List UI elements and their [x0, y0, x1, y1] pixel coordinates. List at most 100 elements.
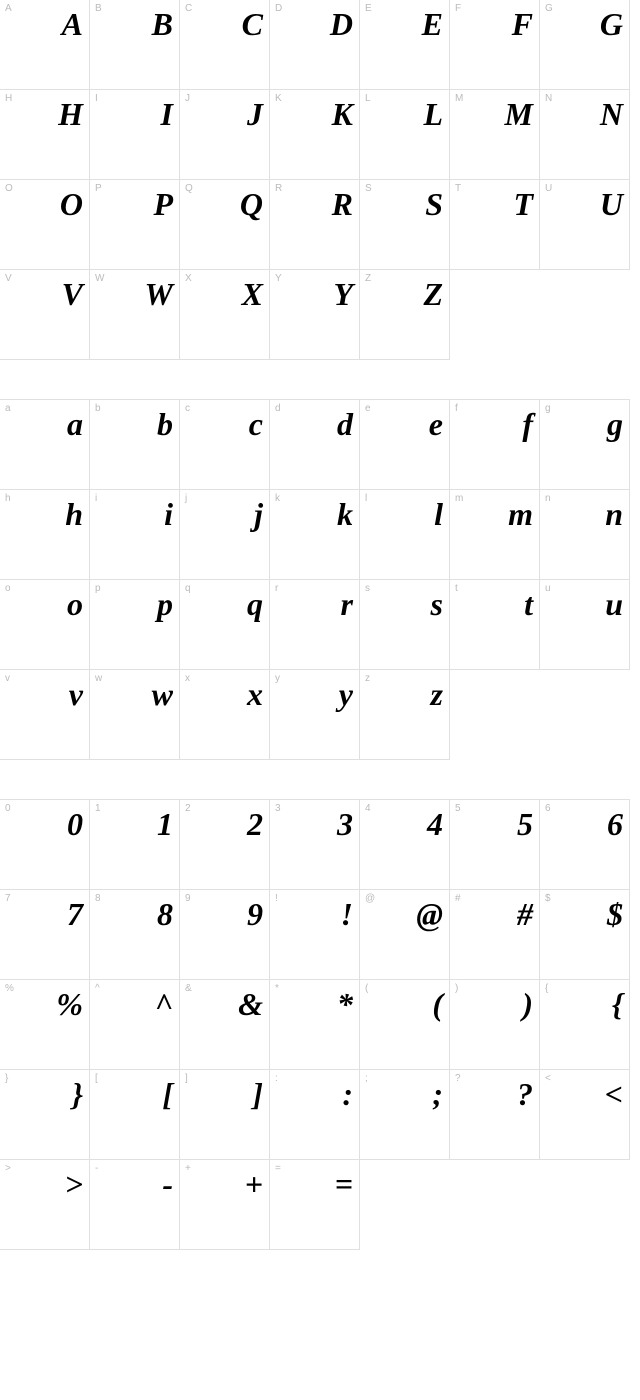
cell-glyph: 7 [0, 898, 83, 930]
glyph-cell: }} [0, 1069, 90, 1160]
glyph-cell: oo [0, 579, 90, 670]
cell-glyph: 1 [90, 808, 173, 840]
cell-glyph: p [90, 588, 173, 620]
cell-glyph: R [270, 188, 353, 220]
cell-glyph: O [0, 188, 83, 220]
cell-glyph: l [360, 498, 443, 530]
glyph-cell: EE [359, 0, 450, 90]
glyph-cell: vv [0, 669, 90, 760]
cell-glyph: m [450, 498, 533, 530]
glyph-cell: 66 [539, 799, 630, 890]
glyph-cell: PP [89, 179, 180, 270]
glyph-cell: QQ [179, 179, 270, 270]
empty-cell [539, 269, 630, 360]
cell-glyph: Y [270, 278, 353, 310]
cell-glyph: * [270, 988, 353, 1020]
cell-glyph: ? [450, 1078, 533, 1110]
cell-glyph: : [270, 1078, 353, 1110]
cell-glyph: b [90, 408, 173, 440]
glyph-cell: zz [359, 669, 450, 760]
glyph-cell: ;; [359, 1069, 450, 1160]
cell-glyph: Q [180, 188, 263, 220]
cell-glyph: s [360, 588, 443, 620]
cell-glyph: ] [180, 1078, 263, 1110]
cell-glyph: x [180, 678, 263, 710]
glyph-cell: mm [449, 489, 540, 580]
cell-glyph: a [0, 408, 83, 440]
cell-glyph: + [180, 1168, 263, 1200]
glyph-cell: 33 [269, 799, 360, 890]
glyph-cell: LL [359, 89, 450, 180]
glyph-grid: 00112233445566778899!!@@##$$%%^^&&**(())… [0, 800, 640, 1250]
cell-glyph: Z [360, 278, 443, 310]
glyph-cell: ++ [179, 1159, 270, 1250]
glyph-cell: $$ [539, 889, 630, 980]
glyph-cell: ff [449, 399, 540, 490]
cell-glyph: f [450, 408, 533, 440]
glyph-cell: << [539, 1069, 630, 1160]
cell-glyph: ) [450, 988, 533, 1020]
glyph-cell: MM [449, 89, 540, 180]
empty-cell [539, 1159, 630, 1250]
cell-glyph: S [360, 188, 443, 220]
cell-glyph: e [360, 408, 443, 440]
glyph-cell: 00 [0, 799, 90, 890]
cell-glyph: h [0, 498, 83, 530]
cell-glyph: 4 [360, 808, 443, 840]
glyph-cell: pp [89, 579, 180, 670]
cell-glyph: 0 [0, 808, 83, 840]
glyph-cell: CC [179, 0, 270, 90]
glyph-cell: hh [0, 489, 90, 580]
glyph-cell: ** [269, 979, 360, 1070]
glyph-cell: II [89, 89, 180, 180]
glyph-cell: !! [269, 889, 360, 980]
glyph-cell: OO [0, 179, 90, 270]
cell-glyph: $ [540, 898, 623, 930]
glyph-cell: 11 [89, 799, 180, 890]
cell-glyph: [ [90, 1078, 173, 1110]
glyph-grid: aabbccddeeffgghhiijjkkllmmnnooppqqrrsstt… [0, 400, 640, 760]
cell-glyph: u [540, 588, 623, 620]
glyph-cell: ?? [449, 1069, 540, 1160]
glyph-cell: == [269, 1159, 360, 1250]
glyph-cell: gg [539, 399, 630, 490]
glyph-cell: yy [269, 669, 360, 760]
cell-glyph: ( [360, 988, 443, 1020]
cell-glyph: t [450, 588, 533, 620]
glyph-cell: ww [89, 669, 180, 760]
cell-glyph: n [540, 498, 623, 530]
glyph-cell: jj [179, 489, 270, 580]
cell-glyph: { [540, 988, 623, 1020]
cell-glyph: i [90, 498, 173, 530]
cell-glyph: ! [270, 898, 353, 930]
glyph-cell: ss [359, 579, 450, 670]
glyph-cell: 44 [359, 799, 450, 890]
cell-glyph: w [90, 678, 173, 710]
glyph-cell: nn [539, 489, 630, 580]
cell-glyph: ; [360, 1078, 443, 1110]
cell-glyph: & [180, 988, 263, 1020]
cell-glyph: E [360, 8, 443, 40]
glyph-cell: SS [359, 179, 450, 270]
glyph-cell: NN [539, 89, 630, 180]
cell-glyph: A [0, 8, 83, 40]
glyph-cell: rr [269, 579, 360, 670]
cell-glyph: q [180, 588, 263, 620]
cell-glyph: K [270, 98, 353, 130]
cell-glyph: 8 [90, 898, 173, 930]
glyph-cell: dd [269, 399, 360, 490]
glyph-cell: WW [89, 269, 180, 360]
cell-glyph: V [0, 278, 83, 310]
glyph-cell: 22 [179, 799, 270, 890]
cell-glyph: - [90, 1168, 173, 1200]
cell-glyph: L [360, 98, 443, 130]
cell-glyph: % [0, 988, 83, 1020]
cell-glyph: G [540, 8, 623, 40]
glyph-cell: KK [269, 89, 360, 180]
glyph-cell: :: [269, 1069, 360, 1160]
glyph-cell: BB [89, 0, 180, 90]
cell-glyph: C [180, 8, 263, 40]
cell-glyph: I [90, 98, 173, 130]
glyph-cell: ZZ [359, 269, 450, 360]
cell-glyph: # [450, 898, 533, 930]
